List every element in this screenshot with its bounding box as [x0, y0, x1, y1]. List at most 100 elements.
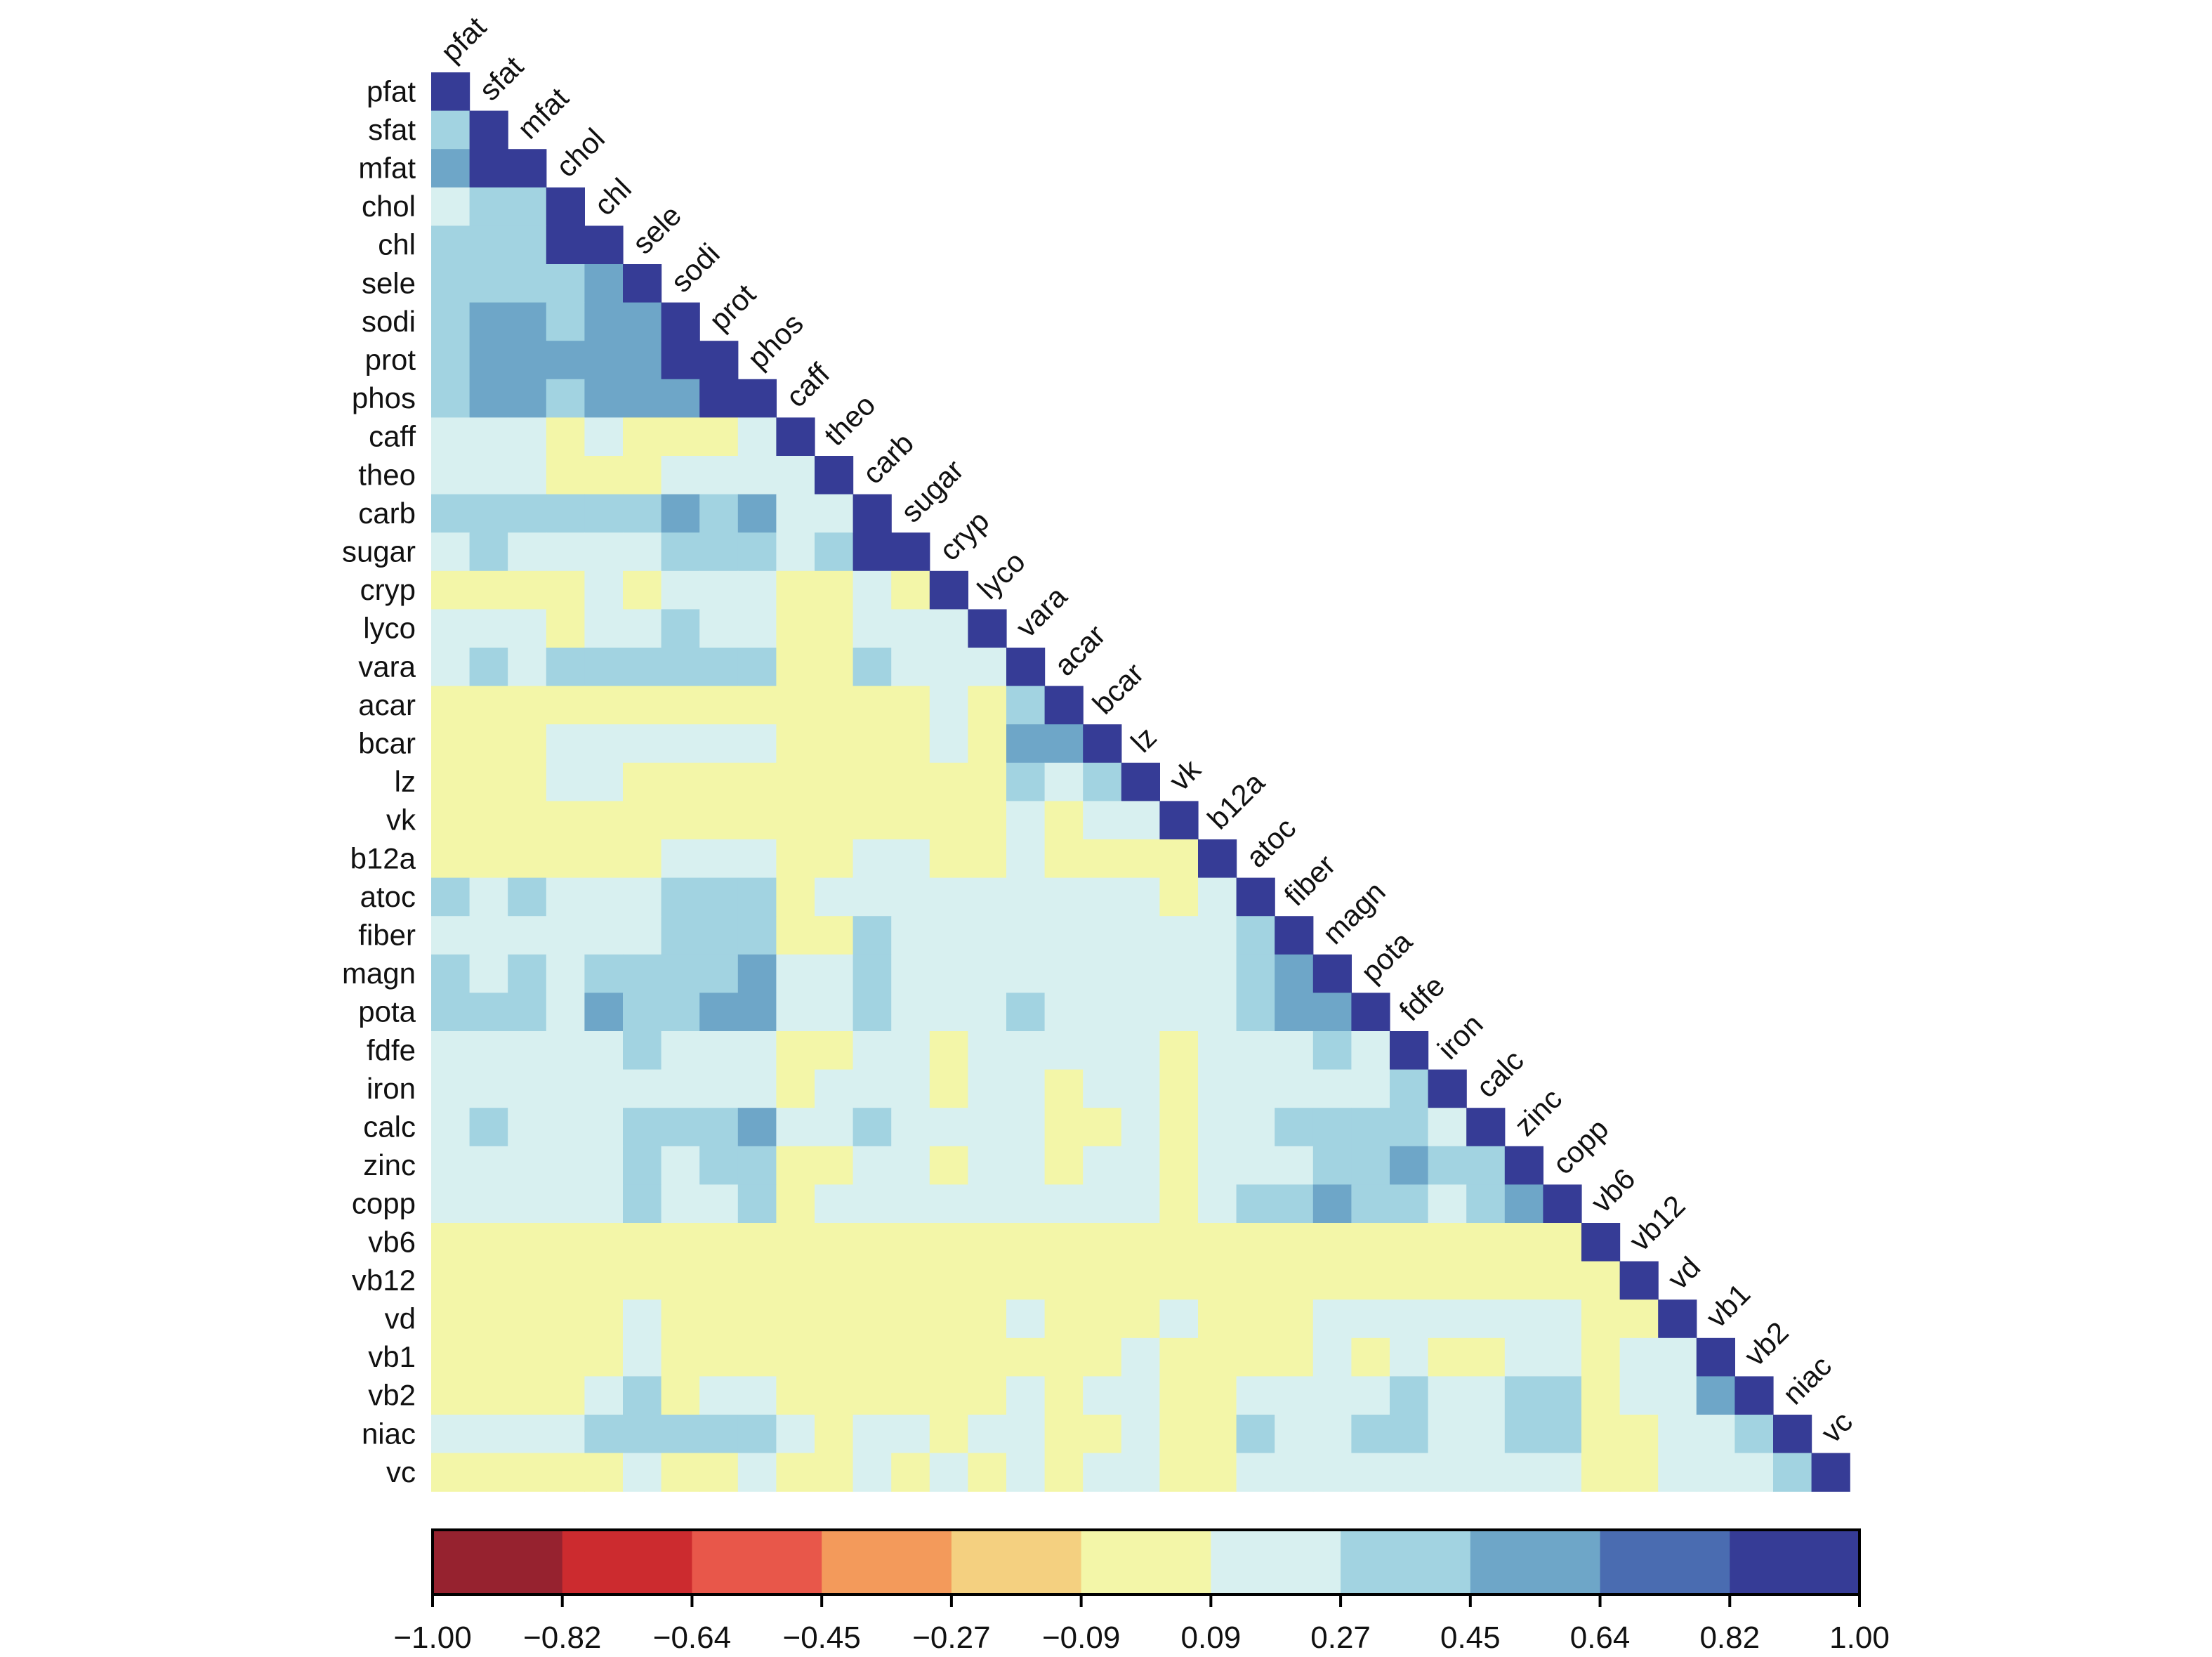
heatmap-cell-vb2-calc	[1466, 1376, 1506, 1415]
heatmap-cell-bcar-chol	[546, 724, 585, 764]
colorbar-bin-0	[433, 1530, 563, 1594]
heatmap-cell-acar-acar	[1044, 686, 1084, 725]
heatmap-cell-vb12-chl	[584, 1261, 624, 1300]
heatmap-cell-vb6-carb	[852, 1223, 892, 1262]
heatmap-cell-vara-cryp	[929, 648, 968, 687]
heatmap-cell-vb6-lyco	[968, 1223, 1007, 1262]
heatmap-cell-vb2-acar	[1044, 1376, 1084, 1415]
heatmap-cell-fiber-b12a	[1198, 916, 1237, 955]
heatmap-cell-pota-lyco	[968, 993, 1007, 1032]
heatmap-cell-vc-prot	[699, 1453, 739, 1492]
heatmap-cell-cryp-sele	[623, 570, 662, 610]
heatmap-cell-magn-chl	[584, 954, 624, 993]
heatmap-cell-iron-carb	[852, 1069, 892, 1108]
heatmap-cell-vk-pfat	[431, 801, 470, 840]
heatmap-cell-fiber-chl	[584, 916, 624, 955]
heatmap-cell-iron-mfat	[508, 1069, 547, 1108]
heatmap-cell-copp-calc	[1466, 1184, 1506, 1224]
heatmap-cell-vb2-pota	[1351, 1376, 1390, 1415]
colorbar-tick-label: 0.27	[1310, 1620, 1371, 1653]
heatmap-cell-calc-cryp	[929, 1108, 968, 1147]
heatmap-cell-vb6-pota	[1351, 1223, 1390, 1262]
column-label-vc: vc	[1815, 1405, 1859, 1449]
heatmap-cell-lz-acar	[1044, 762, 1084, 801]
heatmap-cell-fiber-phos	[737, 916, 777, 955]
heatmap-cell-iron-pota	[1351, 1069, 1390, 1108]
heatmap-cell-fdfe-chl	[584, 1031, 624, 1070]
colorbar-tick-label: −0.45	[783, 1620, 861, 1653]
heatmap-cell-prot-pfat	[431, 341, 470, 380]
heatmap-cell-vb2-sfat	[469, 1376, 508, 1415]
heatmap-cell-niac-vb6	[1581, 1415, 1621, 1454]
heatmap-cell-vk-theo	[815, 801, 854, 840]
row-label-calc: calc	[363, 1111, 416, 1144]
heatmap-cell-theo-phos	[737, 456, 777, 495]
heatmap-cell-b12a-acar	[1044, 839, 1084, 879]
heatmap-cell-zinc-pfat	[431, 1146, 470, 1185]
heatmap-cell-niac-bcar	[1083, 1415, 1122, 1454]
heatmap-cell-calc-carb	[852, 1108, 892, 1147]
heatmap-cell-pota-phos	[737, 993, 777, 1032]
heatmap-cell-chl-sfat	[469, 225, 508, 265]
heatmap-cell-vara-chol	[546, 648, 585, 687]
heatmap-cell-vb1-pota	[1351, 1337, 1390, 1377]
heatmap-cell-vb2-zinc	[1504, 1376, 1543, 1415]
heatmap-cell-lz-lz	[1121, 762, 1160, 801]
heatmap-cell-fiber-acar	[1044, 916, 1084, 955]
heatmap-cell-iron-sugar	[891, 1069, 930, 1108]
heatmap-cell-carb-chl	[584, 494, 624, 533]
heatmap-cell-fiber-mfat	[508, 916, 547, 955]
heatmap-cell-calc-fdfe	[1390, 1108, 1429, 1147]
heatmap-cell-theo-mfat	[508, 456, 547, 495]
heatmap-cell-niac-prot	[699, 1415, 739, 1454]
heatmap-cell-atoc-vk	[1159, 877, 1199, 917]
heatmap-cell-caff-pfat	[431, 417, 470, 457]
heatmap-cell-vb2-vb2	[1734, 1376, 1774, 1415]
heatmap-cell-lyco-sodi	[661, 609, 700, 648]
heatmap-cell-acar-caff	[776, 686, 815, 725]
heatmap-cell-b12a-sele	[623, 839, 662, 879]
heatmap-cell-carb-pfat	[431, 494, 470, 533]
heatmap-cell-magn-lyco	[968, 954, 1007, 993]
heatmap-cell-calc-mfat	[508, 1108, 547, 1147]
heatmap-cell-theo-sele	[623, 456, 662, 495]
heatmap-cell-sugar-prot	[699, 532, 739, 572]
heatmap-cell-niac-lyco	[968, 1415, 1007, 1454]
column-label-caff: caff	[779, 357, 836, 414]
heatmap-cell-atoc-atoc	[1236, 877, 1275, 917]
heatmap-cell-vb1-lz	[1121, 1337, 1160, 1377]
heatmap-cell-vb2-vk	[1159, 1376, 1199, 1415]
heatmap-cell-b12a-sodi	[661, 839, 700, 879]
heatmap-cell-vd-magn	[1312, 1299, 1352, 1339]
heatmap-cell-fdfe-vara	[1006, 1031, 1046, 1070]
heatmap-cell-fdfe-chol	[546, 1031, 585, 1070]
heatmap-cell-calc-vk	[1159, 1108, 1199, 1147]
heatmap-cell-atoc-caff	[776, 877, 815, 917]
heatmap-cell-bcar-lyco	[968, 724, 1007, 764]
heatmap-cell-magn-magn	[1312, 954, 1352, 993]
heatmap-cell-atoc-mfat	[508, 877, 547, 917]
heatmap-cell-cryp-theo	[815, 570, 854, 610]
heatmap-cell-acar-sfat	[469, 686, 508, 725]
heatmap-cell-vb12-atoc	[1236, 1261, 1275, 1300]
heatmap-cell-fiber-bcar	[1083, 916, 1122, 955]
heatmap-cell-fiber-lyco	[968, 916, 1007, 955]
column-label-lyco: lyco	[971, 545, 1032, 605]
heatmap-cell-calc-fiber	[1275, 1108, 1314, 1147]
heatmap-cell-vd-b12a	[1198, 1299, 1237, 1339]
colorbar-bin-4	[951, 1530, 1082, 1594]
heatmap-cell-pota-chl	[584, 993, 624, 1032]
heatmap-cell-fdfe-lz	[1121, 1031, 1160, 1070]
heatmap-cell-vb1-vb1	[1696, 1337, 1735, 1377]
heatmap-cell-vb6-calc	[1466, 1223, 1506, 1262]
colorbar-bin-3	[822, 1530, 952, 1594]
heatmap-cell-niac-caff	[776, 1415, 815, 1454]
heatmap-cell-b12a-chl	[584, 839, 624, 879]
heatmap-cell-iron-iron	[1428, 1069, 1467, 1108]
heatmap-cell-atoc-vara	[1006, 877, 1046, 917]
heatmap-cell-vb12-fdfe	[1390, 1261, 1429, 1300]
column-label-fdfe: fdfe	[1393, 969, 1451, 1028]
heatmap-cell-zinc-prot	[699, 1146, 739, 1185]
column-label-vd: vd	[1661, 1250, 1707, 1296]
heatmap-cell-vb6-chl	[584, 1223, 624, 1262]
